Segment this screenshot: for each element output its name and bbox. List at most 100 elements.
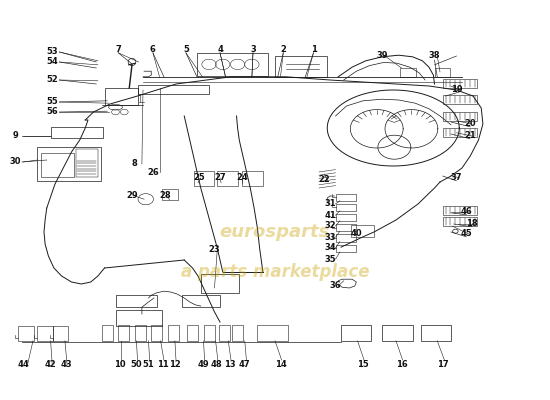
Bar <box>201 274 239 293</box>
Text: 7: 7 <box>116 46 121 54</box>
Text: 44: 44 <box>17 360 29 369</box>
Text: 19: 19 <box>450 86 463 94</box>
Text: 54: 54 <box>46 58 58 66</box>
Text: 38: 38 <box>429 52 440 60</box>
Text: 14: 14 <box>274 360 287 369</box>
Text: 22: 22 <box>318 176 331 184</box>
Text: 51: 51 <box>142 360 155 369</box>
Bar <box>275 56 327 77</box>
Text: 6: 6 <box>150 46 156 54</box>
Bar <box>336 245 356 252</box>
Bar <box>168 325 179 341</box>
Bar <box>400 68 416 77</box>
Bar <box>336 214 356 221</box>
Text: 9: 9 <box>13 132 18 140</box>
Text: 3: 3 <box>250 46 256 54</box>
Bar <box>242 171 263 186</box>
Bar <box>219 325 230 341</box>
Bar <box>194 171 214 186</box>
Text: 8: 8 <box>132 160 138 168</box>
Text: 20: 20 <box>464 120 476 128</box>
Text: 11: 11 <box>157 360 169 369</box>
Text: 41: 41 <box>324 211 336 220</box>
Bar <box>51 127 103 138</box>
Text: 26: 26 <box>147 168 159 176</box>
Text: 42: 42 <box>45 360 57 369</box>
Text: 10: 10 <box>114 360 126 369</box>
Text: 53: 53 <box>46 48 58 56</box>
Bar <box>341 325 371 341</box>
Text: 37: 37 <box>451 174 462 182</box>
Bar <box>135 325 146 341</box>
Bar <box>151 325 162 341</box>
Text: 13: 13 <box>224 360 236 369</box>
Bar <box>232 325 243 341</box>
Bar <box>53 326 68 341</box>
Text: 40: 40 <box>350 230 362 238</box>
Text: 43: 43 <box>60 360 72 369</box>
Bar <box>336 194 356 201</box>
Text: 25: 25 <box>193 174 205 182</box>
Text: 15: 15 <box>357 360 369 369</box>
Text: 1: 1 <box>311 46 316 54</box>
Bar <box>217 171 238 186</box>
Text: 12: 12 <box>169 360 181 369</box>
Text: 50: 50 <box>130 360 142 369</box>
Text: 32: 32 <box>324 222 336 230</box>
Text: 16: 16 <box>395 360 408 369</box>
Bar <box>104 88 138 105</box>
Text: a parts marketplace: a parts marketplace <box>181 263 369 281</box>
Text: 47: 47 <box>239 360 251 369</box>
Bar <box>116 310 162 326</box>
Text: 17: 17 <box>437 360 449 369</box>
Bar <box>443 79 477 88</box>
Bar <box>336 204 356 211</box>
Bar <box>41 153 74 177</box>
Bar <box>162 189 178 200</box>
Bar <box>187 325 198 341</box>
Text: 5: 5 <box>183 46 189 54</box>
Bar <box>443 206 477 215</box>
Bar <box>257 325 288 341</box>
Text: 48: 48 <box>211 360 223 369</box>
Bar <box>197 53 268 76</box>
Text: eurosparts: eurosparts <box>220 223 330 241</box>
Bar <box>382 325 412 341</box>
Text: 36: 36 <box>329 282 342 290</box>
Text: 24: 24 <box>236 174 248 182</box>
Text: 18: 18 <box>466 220 478 228</box>
Bar <box>443 95 477 104</box>
Bar <box>182 295 220 307</box>
Bar <box>434 68 450 77</box>
Text: 23: 23 <box>208 246 221 254</box>
Text: 49: 49 <box>197 360 210 369</box>
Bar <box>18 326 34 341</box>
Bar <box>336 234 356 242</box>
Bar <box>336 224 356 231</box>
Text: 2: 2 <box>280 46 286 54</box>
Bar <box>118 325 129 341</box>
Text: 27: 27 <box>214 174 226 182</box>
Bar <box>351 225 374 237</box>
Bar <box>116 295 157 307</box>
Bar <box>443 128 477 137</box>
Bar <box>138 85 209 94</box>
Bar <box>102 325 113 341</box>
Text: 21: 21 <box>464 132 476 140</box>
Bar <box>204 325 214 341</box>
Text: 30: 30 <box>10 158 21 166</box>
Text: 55: 55 <box>46 98 58 106</box>
Text: 39: 39 <box>377 52 388 60</box>
Bar <box>443 217 477 226</box>
Text: 56: 56 <box>46 108 58 116</box>
Text: 31: 31 <box>324 200 336 208</box>
Text: 33: 33 <box>324 233 336 242</box>
Text: 46: 46 <box>460 208 472 216</box>
Text: 34: 34 <box>324 244 336 252</box>
Bar <box>37 326 53 341</box>
Text: 52: 52 <box>46 76 58 84</box>
Text: 29: 29 <box>126 192 138 200</box>
Bar <box>76 149 98 177</box>
Bar <box>421 325 451 341</box>
Text: 35: 35 <box>324 255 336 264</box>
